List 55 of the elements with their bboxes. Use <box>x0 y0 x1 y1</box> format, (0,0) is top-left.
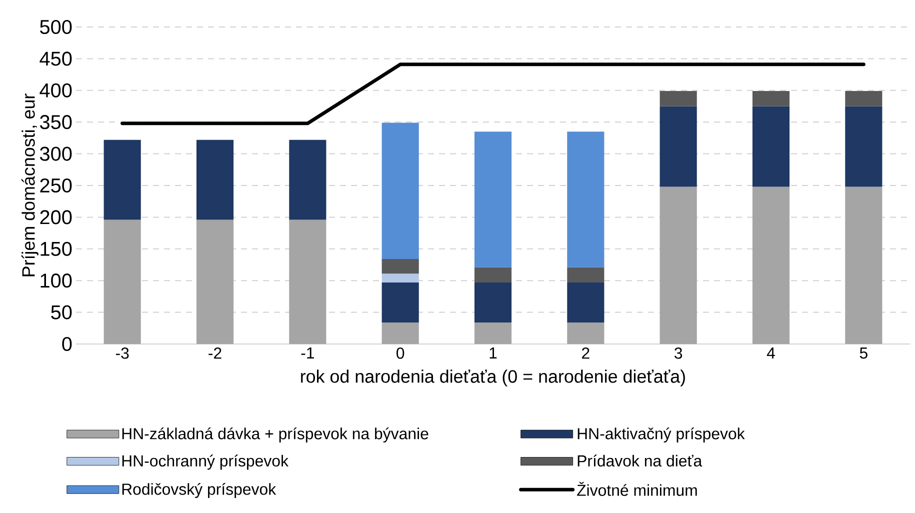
bar <box>567 282 604 322</box>
bar <box>104 220 141 344</box>
bar <box>382 274 419 283</box>
y-tick-label: 500 <box>40 20 72 34</box>
y-tick-label: 300 <box>40 146 72 161</box>
bar <box>474 267 512 283</box>
bar <box>845 91 882 106</box>
bar <box>845 186 882 344</box>
bar <box>567 267 604 283</box>
x-tick-label: -3 <box>116 348 129 359</box>
legend-label: Životné minimum <box>577 482 697 496</box>
bar <box>567 322 604 344</box>
bar <box>660 186 697 344</box>
x-tick-label: 0 <box>396 348 404 359</box>
bar <box>104 140 141 220</box>
bar <box>474 132 512 268</box>
x-tick-label: -2 <box>208 348 222 359</box>
x-tick-label: 1 <box>490 348 497 358</box>
bar <box>660 106 697 187</box>
legend-label: HN-základná dávka + príspevok na bývanie <box>122 427 428 442</box>
bar <box>752 91 790 106</box>
legend-label: Rodičovský príspevok <box>122 482 276 498</box>
bar <box>845 106 882 187</box>
bar <box>660 91 697 106</box>
x-tick-label: -1 <box>301 348 314 358</box>
y-tick-label: 100 <box>40 274 72 288</box>
legend-label: HN-ochranný príspevok <box>122 454 288 470</box>
y-tick-label: 200 <box>40 210 72 224</box>
bar <box>474 322 512 344</box>
bar <box>752 186 790 344</box>
x-tick-label: 5 <box>860 348 868 359</box>
y-axis-title: Príjem domácnosti, eur <box>21 94 38 276</box>
bar <box>474 282 512 322</box>
bar <box>382 259 419 274</box>
legend-label: Prídavok na dieťa <box>578 454 702 467</box>
y-tick-label: 400 <box>40 83 72 98</box>
bar <box>289 140 326 220</box>
bar <box>289 220 326 344</box>
bar <box>752 106 790 187</box>
bar <box>382 322 419 344</box>
y-tick-label: 50 <box>51 305 72 320</box>
y-tick-label: 250 <box>40 178 72 193</box>
bar <box>567 132 604 268</box>
bar <box>382 282 419 322</box>
y-tick-label: 350 <box>40 115 72 130</box>
bar <box>196 140 234 220</box>
bar <box>382 122 419 260</box>
bar <box>196 220 234 344</box>
x-tick-label: 4 <box>766 348 775 358</box>
x-tick-label: 2 <box>582 348 590 359</box>
x-axis-title: rok od narodenia dieťaťa (0 = narodenie dieťaťa) <box>301 370 685 386</box>
x-tick-label: 3 <box>674 348 682 359</box>
y-tick-label: 450 <box>40 52 72 66</box>
legend-label: HN-aktivačný príspevok <box>578 427 745 442</box>
y-tick-label: 150 <box>40 242 72 256</box>
